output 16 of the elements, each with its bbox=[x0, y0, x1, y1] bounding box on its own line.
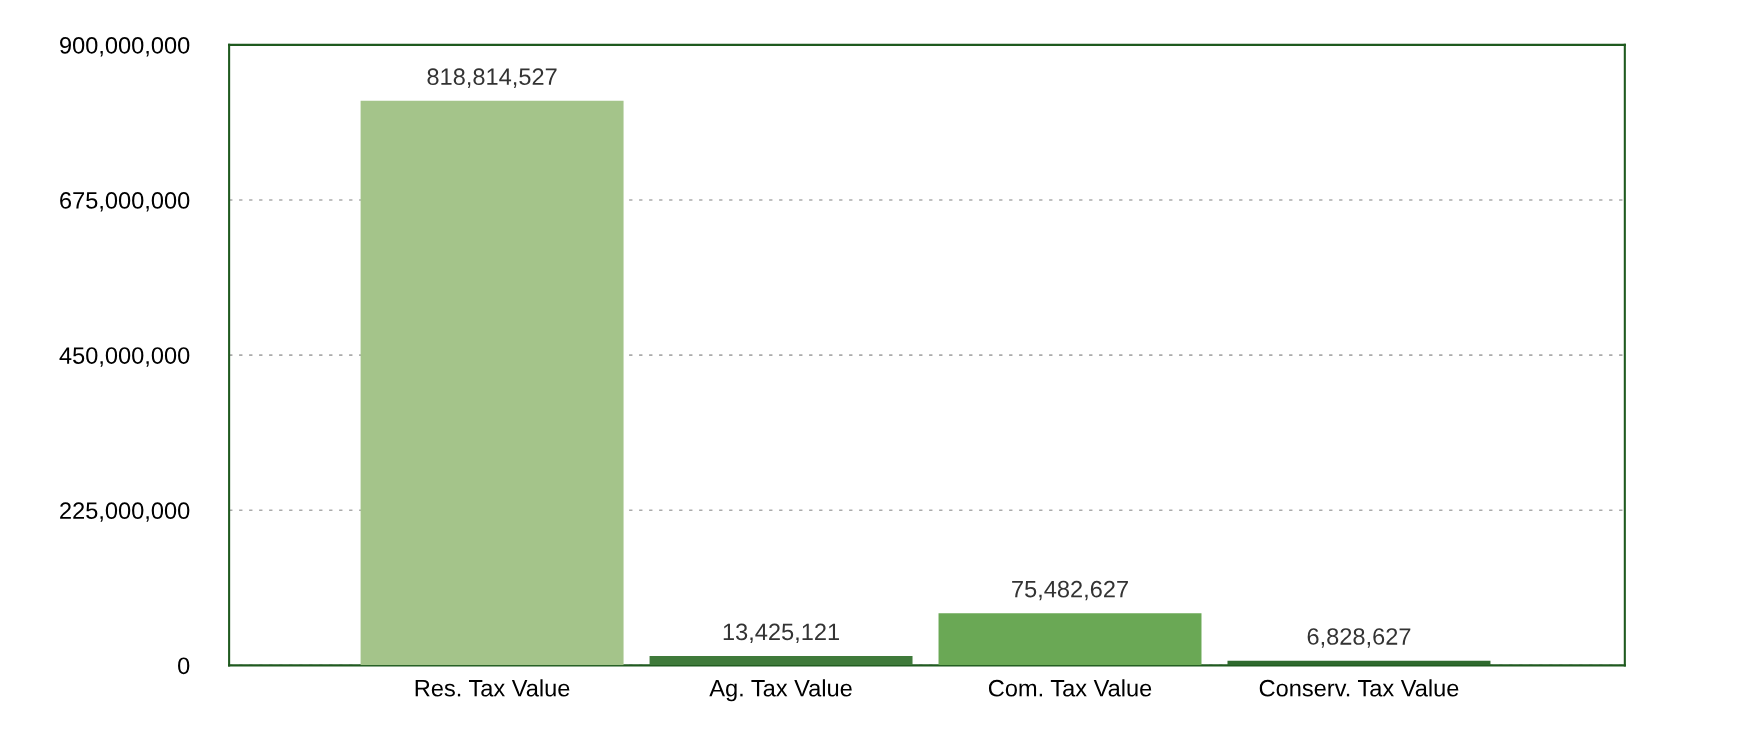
y-tick-label: 900,000,000 bbox=[60, 36, 190, 57]
bar bbox=[360, 100, 624, 666]
y-tick-label: 225,000,000 bbox=[60, 502, 190, 522]
x-tick-label: Conserv. Tax Value bbox=[1259, 679, 1459, 697]
bar bbox=[938, 613, 1202, 666]
y-tick-label: 0 bbox=[178, 657, 190, 675]
x-tick-label: Ag. Tax Value bbox=[709, 679, 852, 702]
bar bbox=[649, 656, 913, 666]
data-label: 6,828,627 bbox=[1307, 628, 1411, 648]
data-label: 818,814,527 bbox=[427, 68, 557, 88]
x-tick-label: Res. Tax Value bbox=[415, 679, 570, 697]
data-label: 75,482,627 bbox=[1012, 580, 1128, 601]
data-label: 13,425,121 bbox=[723, 623, 839, 644]
y-tick-label: 675,000,000 bbox=[60, 192, 190, 212]
x-tick-label: Com. Tax Value bbox=[988, 679, 1152, 697]
y-tick-label: 450,000,000 bbox=[59, 347, 190, 367]
